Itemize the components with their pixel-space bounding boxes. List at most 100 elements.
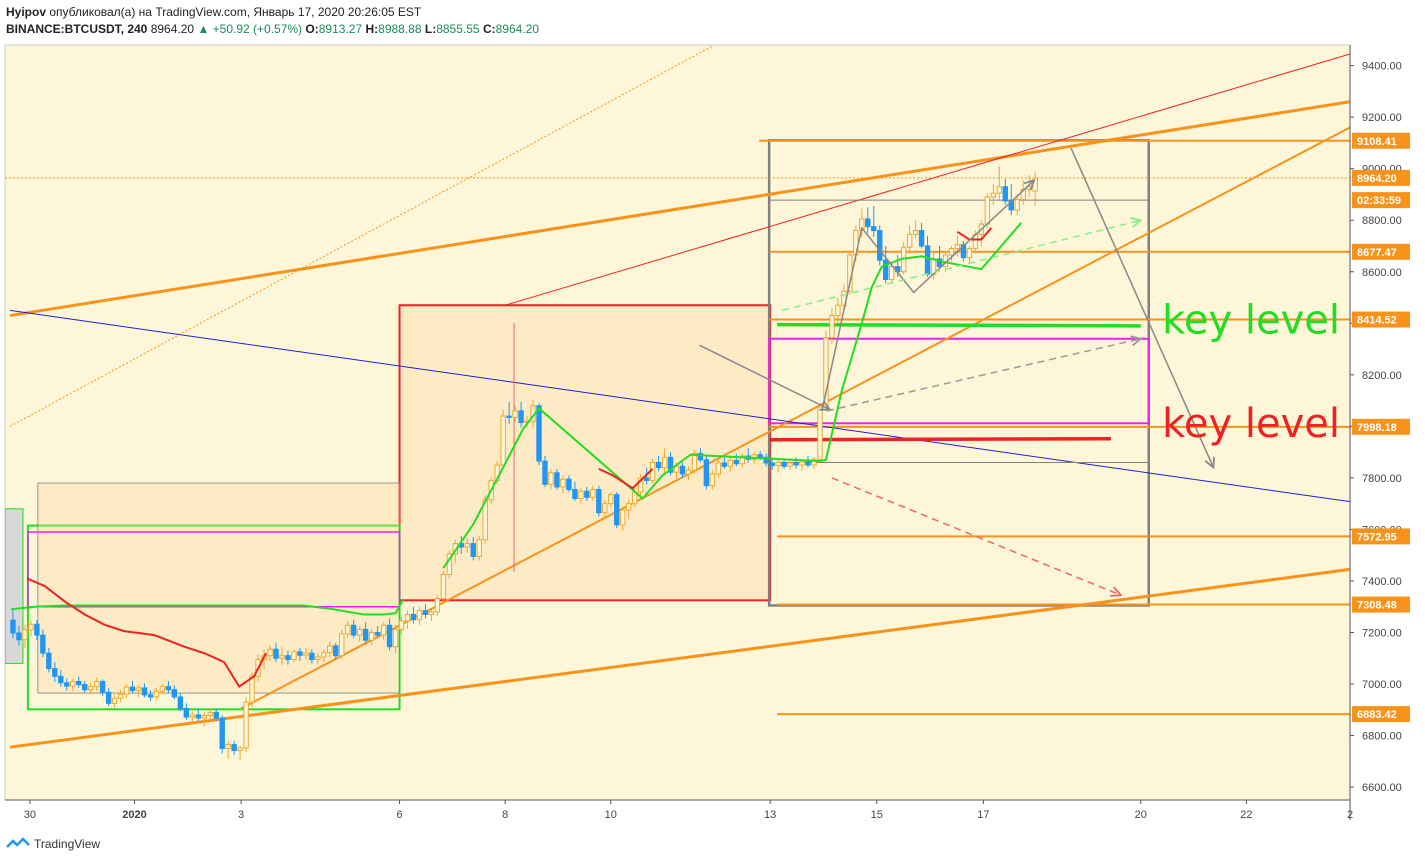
candle	[368, 628, 375, 646]
candle	[82, 680, 88, 694]
candle-body	[351, 624, 357, 636]
trend-line-0	[9, 100, 1350, 318]
candle	[960, 240, 967, 262]
price-tag-bg	[1352, 706, 1410, 723]
y-tick-label: 8800.00	[1362, 215, 1402, 227]
candle	[321, 649, 327, 663]
candle-body	[153, 690, 160, 698]
sma-red-2	[956, 227, 993, 241]
candle	[990, 184, 997, 205]
x-tick-label: 30	[24, 809, 36, 821]
publish-line: Hyipov опубликовал(а) на TradingView.com…	[6, 4, 539, 21]
candle-body	[362, 628, 369, 641]
publish-info: опубликовал(а) на TradingView.com, Январ…	[49, 5, 422, 19]
candle-body	[590, 488, 596, 498]
candle-body	[512, 410, 518, 418]
y-tick-label: 7000.00	[1362, 679, 1402, 691]
candle-body	[87, 686, 94, 691]
candle	[536, 403, 542, 466]
annotation-key-level-1: key level	[1162, 401, 1340, 447]
candle	[1014, 194, 1020, 216]
candle-body	[440, 574, 447, 599]
symbol-label[interactable]: BINANCE:BTCUSDT, 240	[6, 22, 148, 36]
candle	[912, 220, 919, 239]
arrow-3	[781, 220, 1141, 312]
candle-body	[159, 686, 166, 692]
candlestick-chart[interactable]: key level key level 6600.00 6800.00 7000.00 7…	[0, 40, 1425, 830]
candle	[351, 619, 357, 638]
candle	[996, 166, 1003, 200]
candle	[703, 454, 710, 490]
candle	[22, 624, 28, 648]
candle	[93, 677, 100, 691]
candle-body	[189, 714, 196, 718]
candle	[667, 452, 674, 476]
author-name[interactable]: Hyipov	[6, 5, 47, 19]
candle-body	[177, 696, 184, 710]
candle-body	[883, 259, 889, 280]
candle	[590, 485, 596, 501]
candle-body	[213, 711, 219, 719]
candle-body	[667, 456, 674, 473]
candle	[374, 626, 381, 638]
tradingview-brand[interactable]: TradingView	[34, 837, 101, 851]
candle	[58, 669, 64, 687]
y-tick-label: 6600.00	[1362, 782, 1402, 794]
candle	[195, 708, 201, 722]
candle-body	[906, 233, 913, 248]
candle-body	[34, 623, 40, 636]
candle-body	[924, 245, 931, 275]
candle	[966, 245, 973, 265]
candle-body	[10, 619, 16, 634]
candle-body	[40, 634, 46, 654]
low-label: L:	[424, 22, 437, 36]
x-tick-label: 13	[764, 809, 776, 821]
candle	[906, 225, 913, 254]
candle-body	[464, 543, 470, 548]
candle-body	[536, 405, 542, 462]
candle-body	[111, 697, 118, 704]
low-value: 8855.55	[436, 22, 480, 36]
candle-body	[936, 258, 943, 268]
price-tag-label: 6883.42	[1357, 709, 1397, 721]
candle-body	[1014, 199, 1020, 211]
sma-green-0	[10, 598, 405, 616]
candles-group	[10, 166, 1038, 761]
candle-body	[291, 651, 297, 661]
candle-body	[679, 465, 686, 475]
candle-body	[715, 462, 722, 475]
candle-body	[64, 682, 70, 687]
sma-red-0	[26, 577, 267, 689]
candle-body	[422, 610, 429, 615]
candle	[936, 245, 943, 270]
candle-body	[105, 691, 112, 704]
candle-body	[171, 689, 178, 698]
candle-body	[829, 315, 835, 338]
candle	[614, 492, 620, 529]
candle-body	[82, 684, 88, 691]
candle	[315, 653, 321, 665]
chart-header: Hyipov опубликовал(а) на TradingView.com…	[6, 4, 539, 38]
candle-body	[303, 652, 309, 656]
candle	[153, 687, 160, 700]
candle-body	[697, 452, 704, 461]
candle	[655, 455, 662, 472]
candle	[111, 694, 118, 709]
candle-body	[912, 230, 919, 235]
candle-body	[195, 714, 201, 719]
candle-body	[984, 196, 991, 225]
candle	[721, 457, 728, 469]
candle-body	[960, 244, 967, 259]
y-tick-label: 6800.00	[1362, 731, 1402, 743]
candle	[918, 222, 925, 249]
candle	[34, 620, 40, 641]
price-tag-bg	[1352, 169, 1410, 186]
candle-body	[954, 244, 961, 250]
candle-body	[763, 456, 769, 464]
candle-body	[787, 462, 793, 467]
candle-body	[554, 472, 560, 488]
price-tag-label: 7308.48	[1357, 600, 1397, 612]
candle	[291, 649, 297, 663]
y-tick-label: 7200.00	[1362, 628, 1402, 640]
candle	[829, 307, 835, 344]
